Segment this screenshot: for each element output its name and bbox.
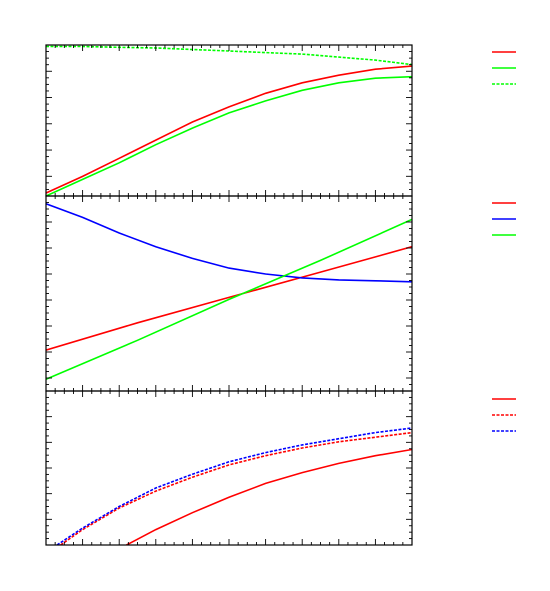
- series-line-bottom-2: [56, 427, 412, 545]
- series-line-middle-0: [46, 245, 412, 351]
- axis-ticks-bottom: [46, 391, 412, 545]
- legend-middle: [492, 202, 516, 236]
- axes-frame-bottom: [45, 390, 413, 546]
- legend-top: [492, 51, 516, 85]
- series-line-bottom-0: [126, 448, 412, 545]
- series-line-middle-2: [46, 218, 412, 381]
- series-line-top-0: [46, 65, 412, 194]
- panel-top: [45, 44, 516, 197]
- series-line-top-2: [46, 45, 412, 66]
- series-line-middle-1: [46, 203, 412, 283]
- series-line-top-1: [46, 75, 412, 196]
- axis-ticks-top: [46, 45, 412, 196]
- axes-frame-top: [45, 44, 413, 197]
- panel-middle: [45, 195, 516, 392]
- series-line-bottom-1: [60, 431, 412, 545]
- legend-bottom: [492, 398, 516, 432]
- panel-bottom: [45, 390, 516, 546]
- axis-ticks-middle: [46, 196, 412, 391]
